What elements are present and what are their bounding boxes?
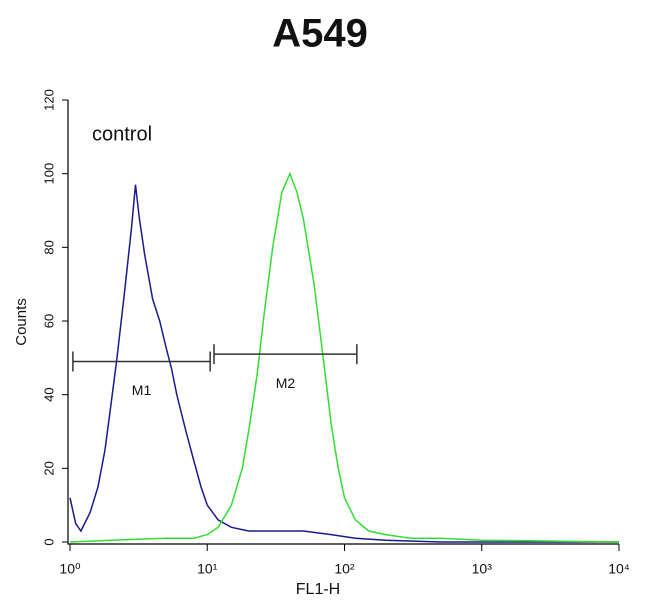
y-tick-label: 80: [41, 240, 56, 254]
y-tick-label: 0: [41, 538, 56, 545]
x-tick-label: 10⁴: [608, 561, 630, 577]
gate-label: M1: [132, 382, 152, 398]
x-tick-label: 10²: [334, 561, 355, 577]
series-label: control: [92, 123, 152, 145]
axis-frame: [67, 100, 619, 545]
y-axis-label: Counts: [13, 298, 30, 346]
x-tick-label: 10¹: [197, 561, 218, 577]
x-tick-label: 10⁰: [59, 561, 81, 577]
gate-label: M2: [276, 375, 296, 391]
y-tick-label: 100: [41, 163, 56, 185]
histogram-line: [69, 184, 619, 543]
x-tick-label: 10³: [472, 561, 493, 577]
y-tick-label: 20: [41, 461, 56, 475]
x-axis-label: FL1-H: [296, 581, 340, 598]
y-tick-label: 60: [41, 314, 56, 328]
histogram-line: [69, 171, 620, 543]
y-tick-label: 40: [41, 387, 56, 401]
y-tick-label: 120: [41, 89, 56, 111]
chart-title: A549: [272, 12, 368, 56]
